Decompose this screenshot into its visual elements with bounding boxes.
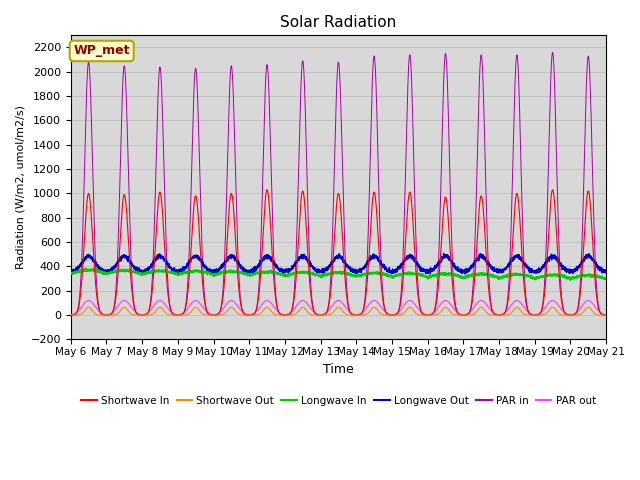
Title: Solar Radiation: Solar Radiation <box>280 15 397 30</box>
Legend: Shortwave In, Shortwave Out, Longwave In, Longwave Out, PAR in, PAR out: Shortwave In, Shortwave Out, Longwave In… <box>77 392 600 410</box>
X-axis label: Time: Time <box>323 362 354 376</box>
Y-axis label: Radiation (W/m2, umol/m2/s): Radiation (W/m2, umol/m2/s) <box>15 106 25 269</box>
Text: WP_met: WP_met <box>74 45 130 58</box>
